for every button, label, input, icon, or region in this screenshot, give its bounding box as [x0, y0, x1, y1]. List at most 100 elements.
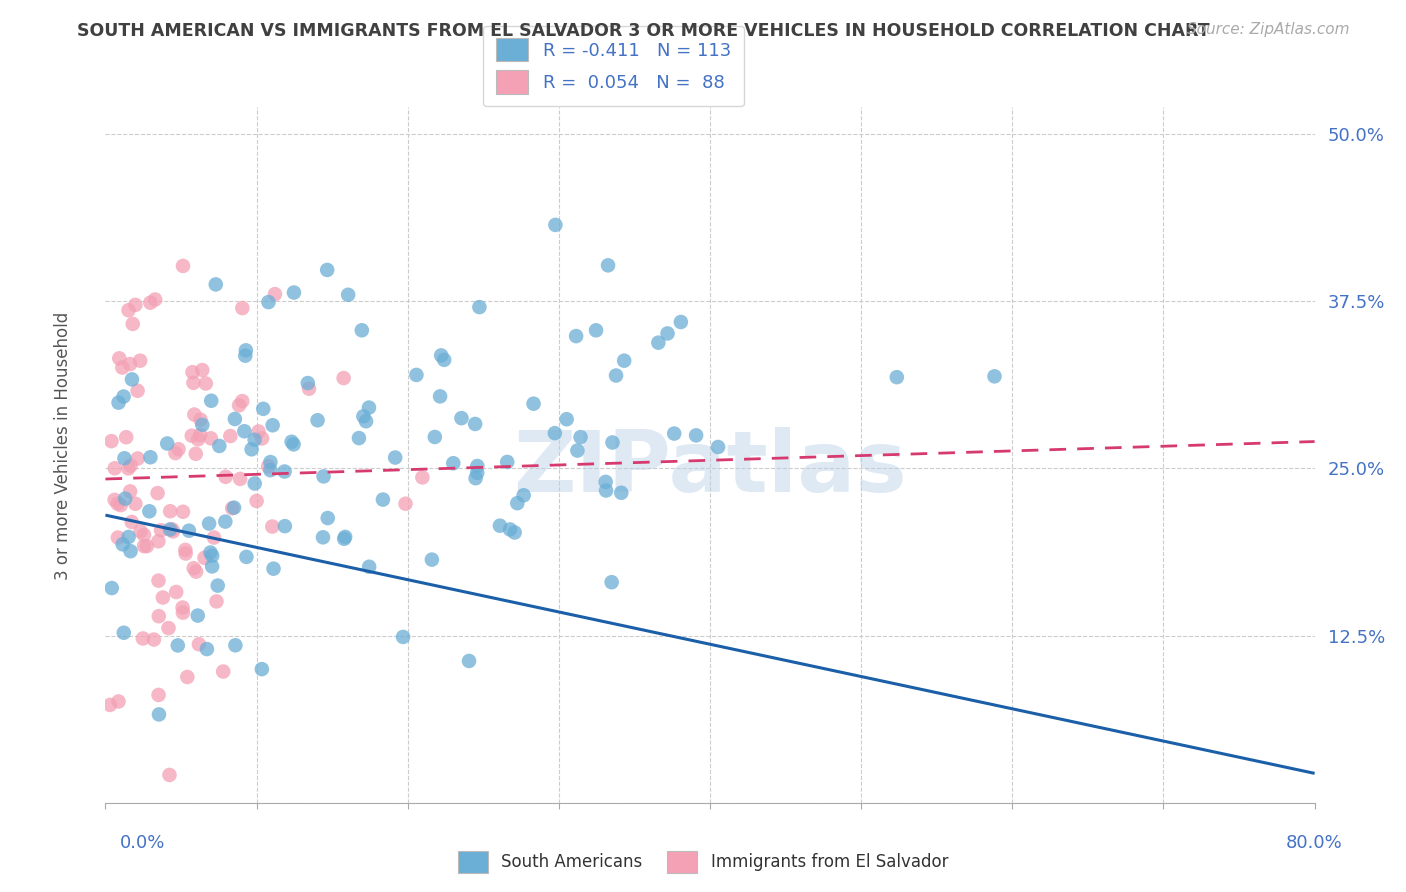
Point [183, 408, 205, 422]
Point [214, 515, 236, 529]
Point [669, 315, 692, 329]
Point [208, 439, 231, 453]
Point [104, 492, 127, 507]
Point [610, 485, 633, 500]
Point [194, 376, 217, 391]
Point [333, 532, 356, 546]
Point [214, 470, 236, 484]
Point [198, 516, 221, 531]
Point [983, 369, 1005, 384]
Point [111, 537, 134, 551]
Point [221, 501, 243, 516]
Point [489, 518, 512, 533]
Point [124, 298, 146, 312]
Legend: South Americans, Immigrants from El Salvador: South Americans, Immigrants from El Salv… [451, 845, 955, 880]
Point [264, 287, 287, 301]
Point [139, 295, 162, 310]
Point [139, 450, 162, 465]
Point [132, 528, 155, 542]
Point [121, 317, 143, 331]
Point [202, 531, 225, 545]
Point [429, 389, 451, 403]
Point [707, 440, 730, 454]
Point [143, 293, 166, 307]
Point [250, 431, 273, 445]
Point [565, 329, 588, 343]
Point [146, 486, 169, 500]
Point [357, 401, 380, 415]
Point [183, 561, 205, 575]
Point [195, 642, 218, 657]
Point [458, 654, 481, 668]
Point [200, 431, 222, 445]
Point [333, 530, 356, 544]
Point [263, 562, 285, 576]
Point [165, 446, 187, 460]
Point [107, 531, 129, 545]
Point [172, 505, 194, 519]
Point [117, 530, 139, 544]
Point [468, 300, 491, 314]
Point [423, 430, 446, 444]
Point [172, 600, 194, 615]
Point [107, 395, 129, 409]
Point [156, 436, 179, 450]
Point [200, 393, 222, 408]
Point [107, 694, 129, 708]
Point [120, 458, 142, 473]
Point [120, 544, 142, 558]
Point [384, 450, 406, 465]
Point [250, 662, 273, 676]
Point [167, 442, 190, 457]
Point [262, 418, 284, 433]
Point [350, 323, 373, 337]
Point [204, 277, 226, 292]
Point [259, 463, 281, 477]
Point [117, 461, 139, 475]
Point [464, 417, 486, 431]
Point [657, 326, 679, 341]
Point [420, 552, 443, 566]
Point [121, 515, 143, 529]
Point [602, 435, 624, 450]
Point [174, 547, 197, 561]
Point [243, 476, 266, 491]
Point [180, 428, 202, 442]
Point [647, 335, 669, 350]
Point [246, 494, 269, 508]
Point [148, 609, 170, 624]
Point [224, 638, 246, 652]
Point [664, 426, 686, 441]
Point [118, 357, 141, 371]
Point [165, 585, 187, 599]
Point [138, 504, 160, 518]
Point [222, 500, 245, 515]
Point [332, 371, 354, 385]
Point [159, 523, 181, 537]
Point [231, 301, 253, 315]
Point [441, 456, 464, 470]
Point [120, 484, 142, 499]
Point [132, 539, 155, 553]
Point [233, 349, 256, 363]
Point [212, 665, 235, 679]
Point [430, 348, 453, 362]
Point [567, 443, 589, 458]
Point [464, 471, 486, 485]
Point [298, 382, 321, 396]
Point [496, 455, 519, 469]
Point [200, 545, 222, 559]
Point [283, 285, 305, 300]
Point [613, 353, 636, 368]
Point [273, 465, 295, 479]
Point [235, 549, 257, 564]
Point [274, 519, 297, 533]
Point [157, 621, 180, 635]
Point [104, 461, 127, 475]
Point [117, 303, 139, 318]
Point [135, 539, 157, 553]
Point [184, 447, 207, 461]
Point [243, 433, 266, 447]
Point [596, 258, 619, 272]
Point [229, 472, 252, 486]
